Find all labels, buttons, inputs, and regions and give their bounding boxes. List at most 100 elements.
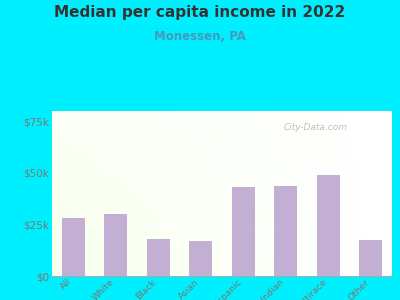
Bar — [191, 203, 195, 205]
Bar — [389, 194, 392, 195]
Bar — [72, 268, 76, 269]
Bar — [389, 253, 392, 254]
Bar — [191, 221, 195, 223]
Bar — [62, 246, 66, 248]
Bar — [286, 190, 290, 192]
Bar — [195, 246, 198, 248]
Bar — [178, 112, 181, 114]
Bar — [246, 190, 249, 192]
Bar — [178, 208, 181, 210]
Bar — [286, 265, 290, 266]
Bar — [321, 142, 324, 144]
Bar — [280, 121, 283, 122]
Bar — [300, 194, 304, 195]
Bar — [86, 151, 90, 152]
Bar — [229, 141, 232, 142]
Bar — [154, 172, 158, 174]
Bar — [62, 136, 66, 137]
Bar — [72, 218, 76, 220]
Bar — [382, 116, 385, 118]
Bar — [385, 112, 388, 114]
Bar — [59, 236, 62, 238]
Bar — [365, 251, 368, 253]
Bar — [161, 124, 164, 126]
Bar — [93, 159, 96, 160]
Bar — [130, 188, 134, 190]
Bar — [144, 235, 147, 236]
Bar — [218, 202, 222, 203]
Bar — [375, 169, 378, 170]
Bar — [385, 122, 388, 124]
Bar — [103, 265, 106, 266]
Bar — [59, 238, 62, 240]
Bar — [355, 197, 358, 199]
Bar — [351, 124, 354, 126]
Bar — [317, 174, 321, 175]
Bar — [93, 261, 96, 263]
Bar — [334, 116, 338, 118]
Bar — [106, 232, 110, 233]
Bar — [86, 118, 90, 119]
Bar — [72, 243, 76, 245]
Bar — [263, 248, 266, 250]
Bar — [178, 268, 181, 269]
Bar — [232, 118, 236, 119]
Bar — [212, 190, 215, 192]
Bar — [86, 212, 90, 213]
Bar — [178, 128, 181, 129]
Bar — [79, 167, 83, 169]
Bar — [226, 271, 229, 273]
Bar — [106, 157, 110, 159]
Bar — [66, 146, 69, 147]
Bar — [100, 122, 103, 124]
Bar — [150, 235, 154, 236]
Bar — [263, 184, 266, 185]
Bar — [232, 200, 236, 202]
Bar — [266, 132, 270, 134]
Bar — [242, 212, 246, 213]
Bar — [310, 194, 314, 195]
Bar — [174, 250, 178, 251]
Bar — [304, 217, 307, 218]
Bar — [212, 274, 215, 276]
Bar — [181, 208, 185, 210]
Bar — [150, 178, 154, 180]
Bar — [69, 136, 72, 137]
Bar — [297, 194, 300, 195]
Bar — [79, 246, 83, 248]
Bar — [297, 187, 300, 188]
Bar — [263, 182, 266, 184]
Bar — [273, 205, 276, 207]
Bar — [348, 238, 351, 240]
Bar — [185, 250, 188, 251]
Bar — [378, 152, 382, 154]
Bar — [327, 134, 331, 136]
Bar — [358, 269, 362, 271]
Bar — [368, 217, 372, 218]
Bar — [304, 144, 307, 146]
Bar — [178, 213, 181, 215]
Bar — [134, 254, 137, 256]
Bar — [280, 167, 283, 169]
Bar — [218, 157, 222, 159]
Bar — [300, 174, 304, 175]
Bar — [188, 253, 192, 254]
Bar — [382, 200, 385, 202]
Bar — [270, 162, 273, 164]
Bar — [66, 119, 69, 121]
Bar — [137, 144, 140, 146]
Bar — [226, 134, 229, 136]
Bar — [90, 263, 93, 265]
Bar — [229, 273, 232, 274]
Bar — [270, 261, 273, 263]
Bar — [375, 246, 378, 248]
Bar — [365, 182, 368, 184]
Bar — [123, 185, 127, 187]
Bar — [96, 129, 100, 131]
Bar — [324, 152, 327, 154]
Bar — [202, 118, 205, 119]
Bar — [191, 167, 195, 169]
Bar — [324, 114, 327, 116]
Bar — [341, 124, 344, 126]
Bar — [334, 119, 338, 121]
